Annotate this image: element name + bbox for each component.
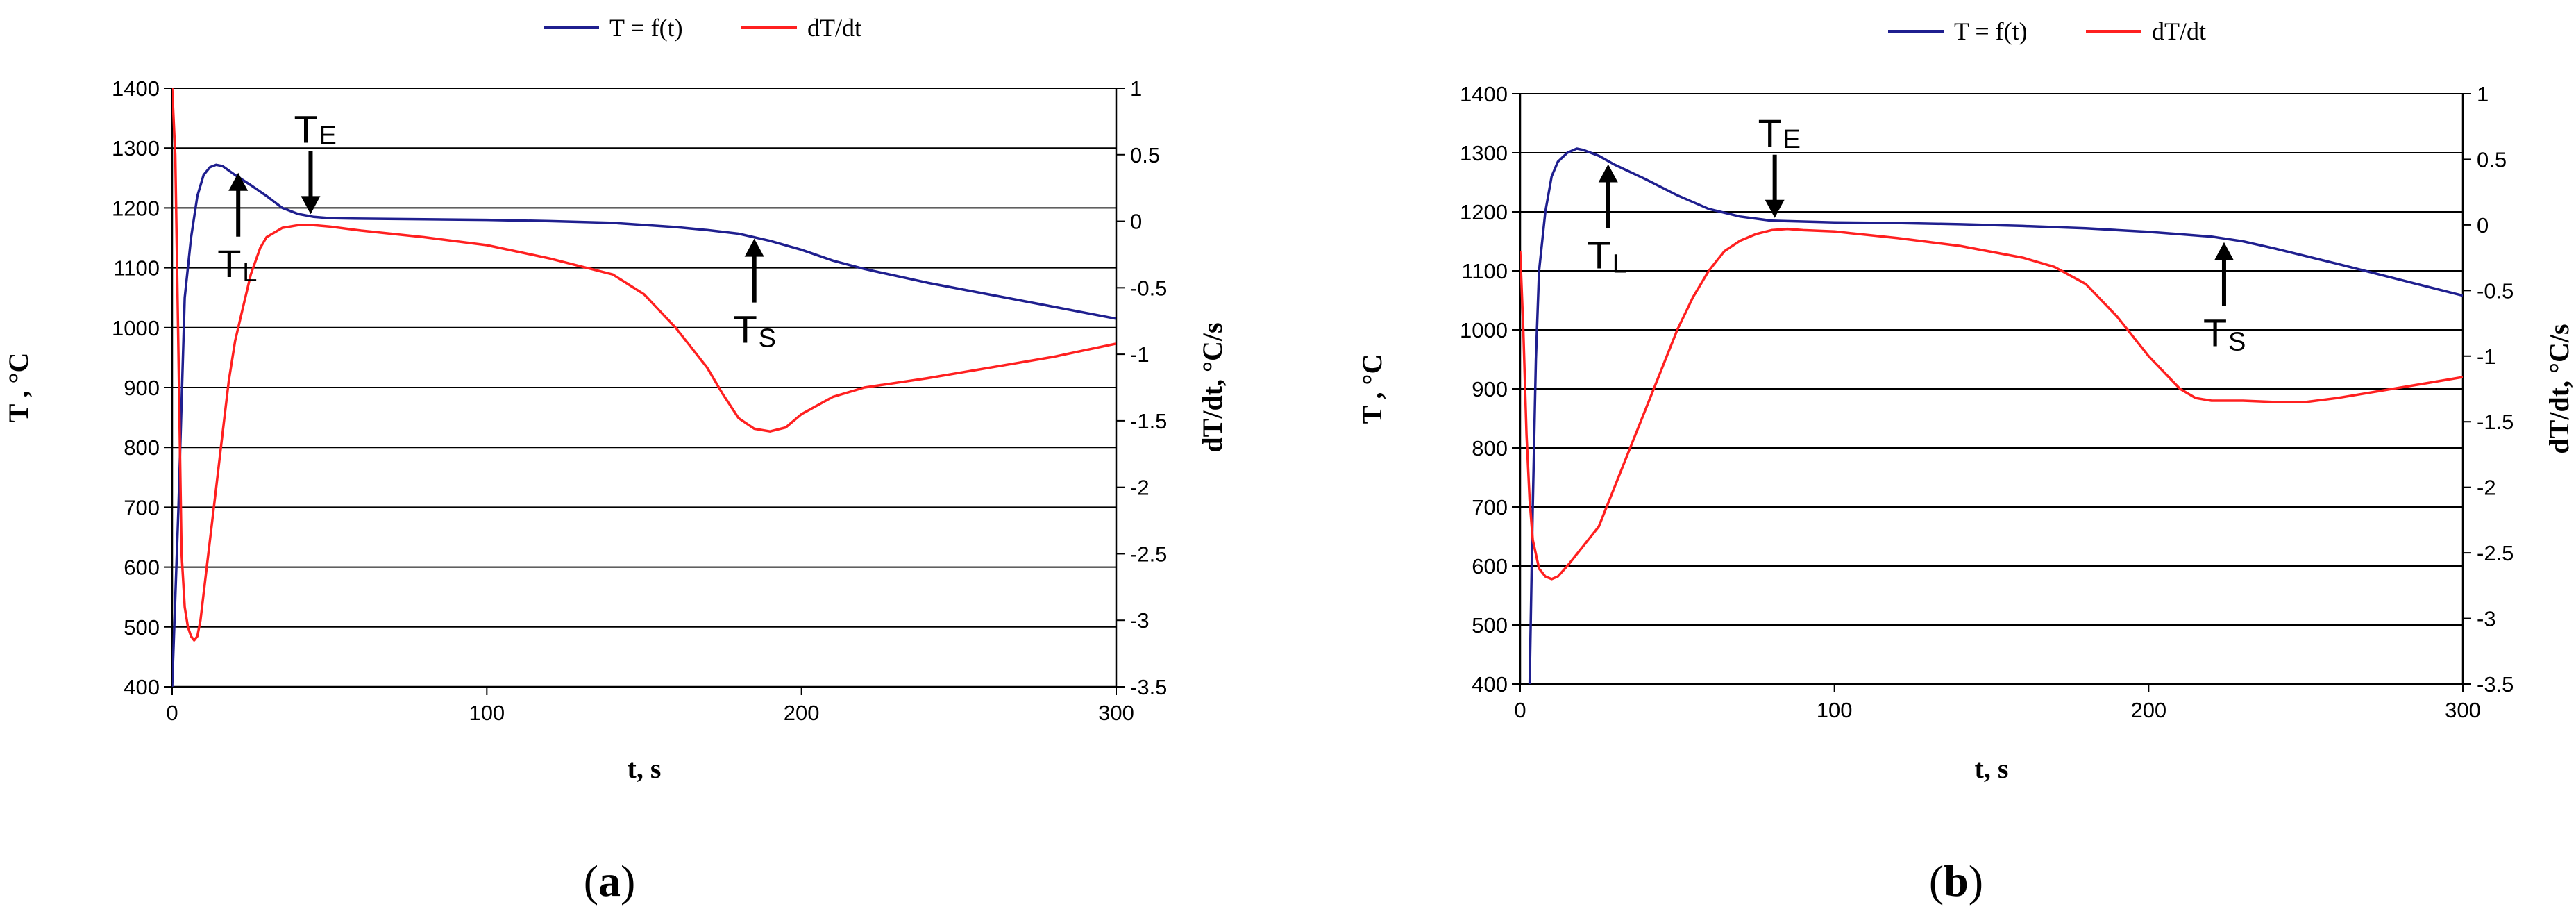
x-axis-title: t, s [628,753,662,784]
annotation-label-main: T [1758,111,1782,155]
y-axis-right-title: dT/dt, °C/s [1197,322,1228,452]
y-right-tick-label: 0.5 [2477,147,2507,172]
y-left-tick-label: 1000 [1460,318,1508,342]
y-left-tick-label: 1100 [1461,259,1508,283]
panel-label-close: ) [621,856,635,906]
annotation-arrowhead [1765,199,1785,218]
y-right-tick-label: 1 [1130,76,1142,101]
y-left-tick-label: 800 [1472,436,1508,460]
y-right-tick-label: -1.5 [2477,410,2514,434]
y-right-tick-label: -0.5 [2477,278,2514,303]
series-line-temperature [172,163,1116,688]
y-left-tick-label: 500 [1472,613,1508,638]
y-left-tick-label: 400 [124,675,160,699]
series-line-cooling-rate [172,88,1116,642]
x-tick-label: 300 [2445,698,2481,722]
x-tick-label: 0 [166,701,178,725]
annotation-label-main: T [294,107,317,151]
annotation-label-main: T [2203,311,2227,355]
annotation-arrowhead [744,238,764,257]
y-left-tick-label: 500 [124,615,160,640]
panel-label: (a) [584,856,636,906]
y-left-tick-label: 1200 [1460,200,1508,224]
annotation-label-main: T [734,308,757,351]
y-left-tick-label: 900 [124,376,160,400]
y-right-tick-label: -3.5 [2477,672,2514,697]
y-axis-left-title: T , °C [3,353,34,423]
y-right-tick-label: -2.5 [2477,541,2514,565]
y-left-tick-label: 600 [1472,554,1508,578]
y-right-tick-label: -2 [2477,476,2496,500]
x-axis-title: t, s [1975,753,2009,784]
y-axis-left-title: T , °C [1356,354,1388,424]
legend-label: T = f(t) [609,14,683,42]
panel-label-letter: a [598,856,621,906]
y-left-tick-label: 1000 [112,316,160,340]
y-right-tick-label: 0 [2477,213,2489,238]
annotation-label-sub: L [242,258,257,288]
y-left-tick-label: 800 [124,435,160,460]
y-right-tick-label: -2 [1130,476,1150,500]
legend-label: T = f(t) [1954,17,2028,45]
x-tick-label: 100 [1817,698,1853,722]
annotation-label-sub: S [759,324,776,353]
annotation-arrowhead [228,172,249,191]
annotation-label-sub: E [1783,125,1801,154]
y-right-tick-label: -3 [2477,607,2496,631]
annotation-arrowhead [301,196,321,215]
panel-label: (b) [1929,856,1983,906]
y-left-tick-label: 1400 [1460,82,1508,106]
y-left-tick-label: 1300 [1460,141,1508,165]
panel-label-open: ( [1929,856,1944,906]
annotation-label-main: T [1588,233,1611,277]
series-line-temperature [1528,147,2463,685]
chart-panel-b: 40050060070080090010001100120013001400-3… [1356,17,2575,906]
y-right-tick-label: -3 [1130,608,1150,633]
x-tick-label: 200 [784,701,820,725]
y-right-tick-label: -2.5 [1130,542,1167,566]
y-left-tick-label: 1200 [112,196,160,220]
y-left-tick-label: 900 [1472,377,1508,401]
y-left-tick-label: 1300 [112,136,160,160]
y-left-tick-label: 700 [1472,495,1508,519]
x-tick-label: 200 [2130,698,2166,722]
annotation-label-sub: S [2228,328,2246,357]
annotation-label-sub: L [1613,250,1627,279]
annotation-arrowhead [1598,164,1618,183]
panel-label-letter: b [1944,856,1969,906]
y-left-tick-label: 700 [124,495,160,519]
y-right-tick-label: 1 [2477,82,2489,106]
x-tick-label: 100 [469,701,505,725]
y-right-tick-label: -1.5 [1130,409,1167,433]
chart-panel-a: 40050060070080090010001100120013001400-3… [3,14,1228,906]
legend-label: dT/dt [807,14,861,42]
series-line-cooling-rate [1520,227,2463,581]
y-left-tick-label: 400 [1472,672,1508,697]
y-right-tick-label: 0 [1130,210,1142,234]
y-left-tick-label: 1400 [112,76,160,101]
legend-label: dT/dt [2152,17,2206,45]
x-tick-label: 300 [1098,701,1134,725]
panel-label-open: ( [584,856,598,906]
annotation-arrowhead [2214,242,2234,260]
y-right-tick-label: -3.5 [1130,675,1167,699]
x-tick-label: 0 [1514,698,1526,722]
y-axis-right-title: dT/dt, °C/s [2543,324,2575,453]
y-right-tick-label: -1 [1130,342,1150,367]
y-left-tick-label: 1100 [113,256,160,281]
annotation-label-main: T [217,242,241,285]
panel-label-close: ) [1969,856,1983,906]
y-right-tick-label: 0.5 [1130,143,1160,167]
y-right-tick-label: -1 [2477,344,2496,369]
annotation-label-sub: E [319,121,336,150]
y-right-tick-label: -0.5 [1130,276,1167,300]
y-left-tick-label: 600 [124,556,160,580]
